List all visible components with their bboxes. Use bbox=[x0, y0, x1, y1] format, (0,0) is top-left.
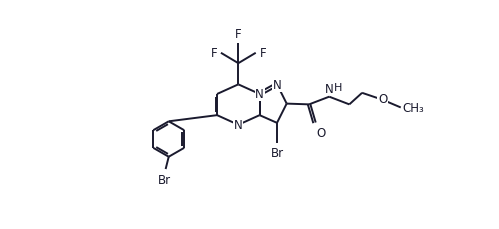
Text: N: N bbox=[234, 119, 243, 132]
Text: CH₃: CH₃ bbox=[402, 101, 424, 114]
Text: H: H bbox=[334, 83, 343, 93]
Text: F: F bbox=[211, 47, 217, 60]
Text: N: N bbox=[325, 82, 334, 95]
Text: O: O bbox=[378, 93, 387, 106]
Text: F: F bbox=[259, 47, 266, 60]
Text: O: O bbox=[316, 126, 326, 139]
Text: N: N bbox=[255, 88, 264, 101]
Text: Br: Br bbox=[270, 146, 283, 159]
Text: F: F bbox=[235, 27, 242, 41]
Text: Br: Br bbox=[158, 174, 172, 186]
Text: N: N bbox=[272, 79, 281, 91]
